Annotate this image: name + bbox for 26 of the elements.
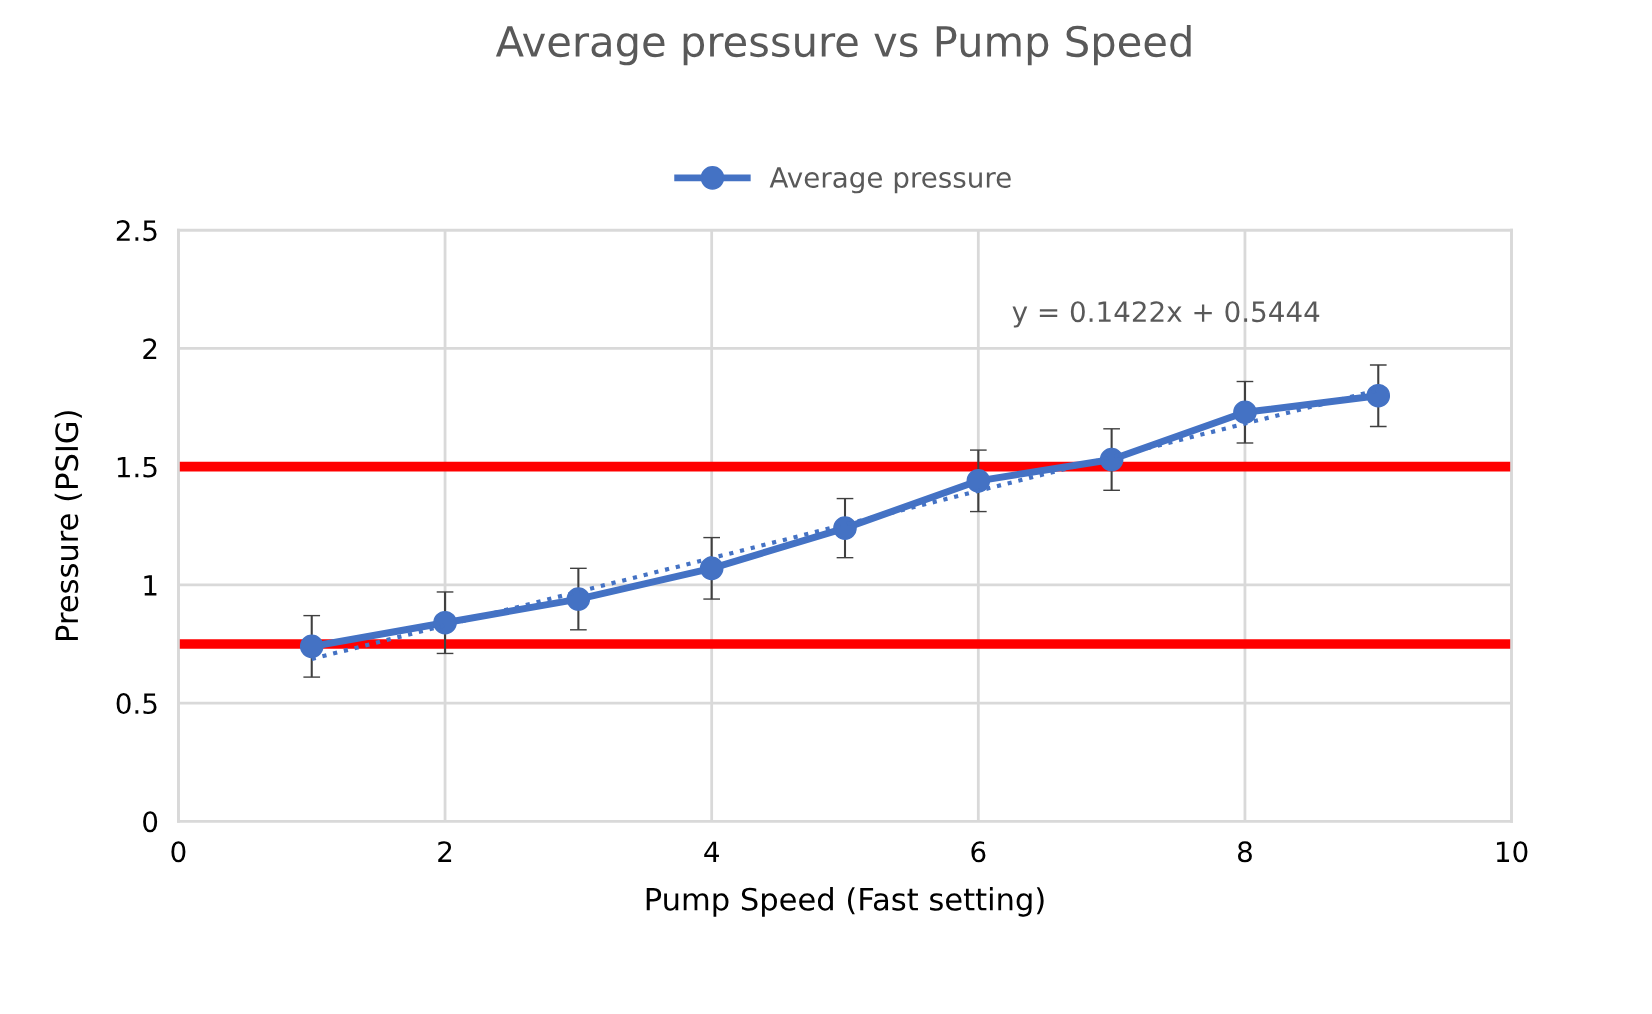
x-tick-label: 6 — [971, 841, 986, 863]
point — [566, 587, 591, 611]
point — [966, 469, 991, 493]
y-tick-label: 0 — [143, 811, 158, 833]
point — [1233, 400, 1257, 425]
x-tick-label: 10 — [1496, 841, 1528, 863]
y-tick-label: 2.5 — [116, 220, 157, 242]
y-tick-label: 1 — [144, 575, 157, 596]
y-axis-title: Pressure (PSIG) — [54, 411, 82, 641]
y-tick-label: 1.5 — [117, 456, 157, 478]
point — [1099, 447, 1124, 472]
point — [699, 556, 724, 581]
y-tick-label: 0.5 — [116, 693, 157, 715]
x-tick-label: 2 — [438, 841, 452, 862]
y-tick-label: 2 — [143, 338, 157, 359]
x-tick-label: 4 — [704, 841, 719, 862]
x-tick-label: 0 — [171, 841, 186, 863]
point — [1366, 383, 1391, 408]
legend-label: Average pressure — [769, 167, 1011, 194]
point — [299, 634, 324, 659]
x-axis-title: Pump Speed (Fast setting) — [646, 887, 1044, 917]
chart-title: Average pressure vs Pump Speed — [495, 24, 1191, 66]
point — [833, 516, 857, 540]
x-tick-label: 8 — [1237, 841, 1252, 863]
point — [433, 610, 457, 635]
annotation: y = 0.1422x + 0.5444 — [1012, 301, 1320, 328]
